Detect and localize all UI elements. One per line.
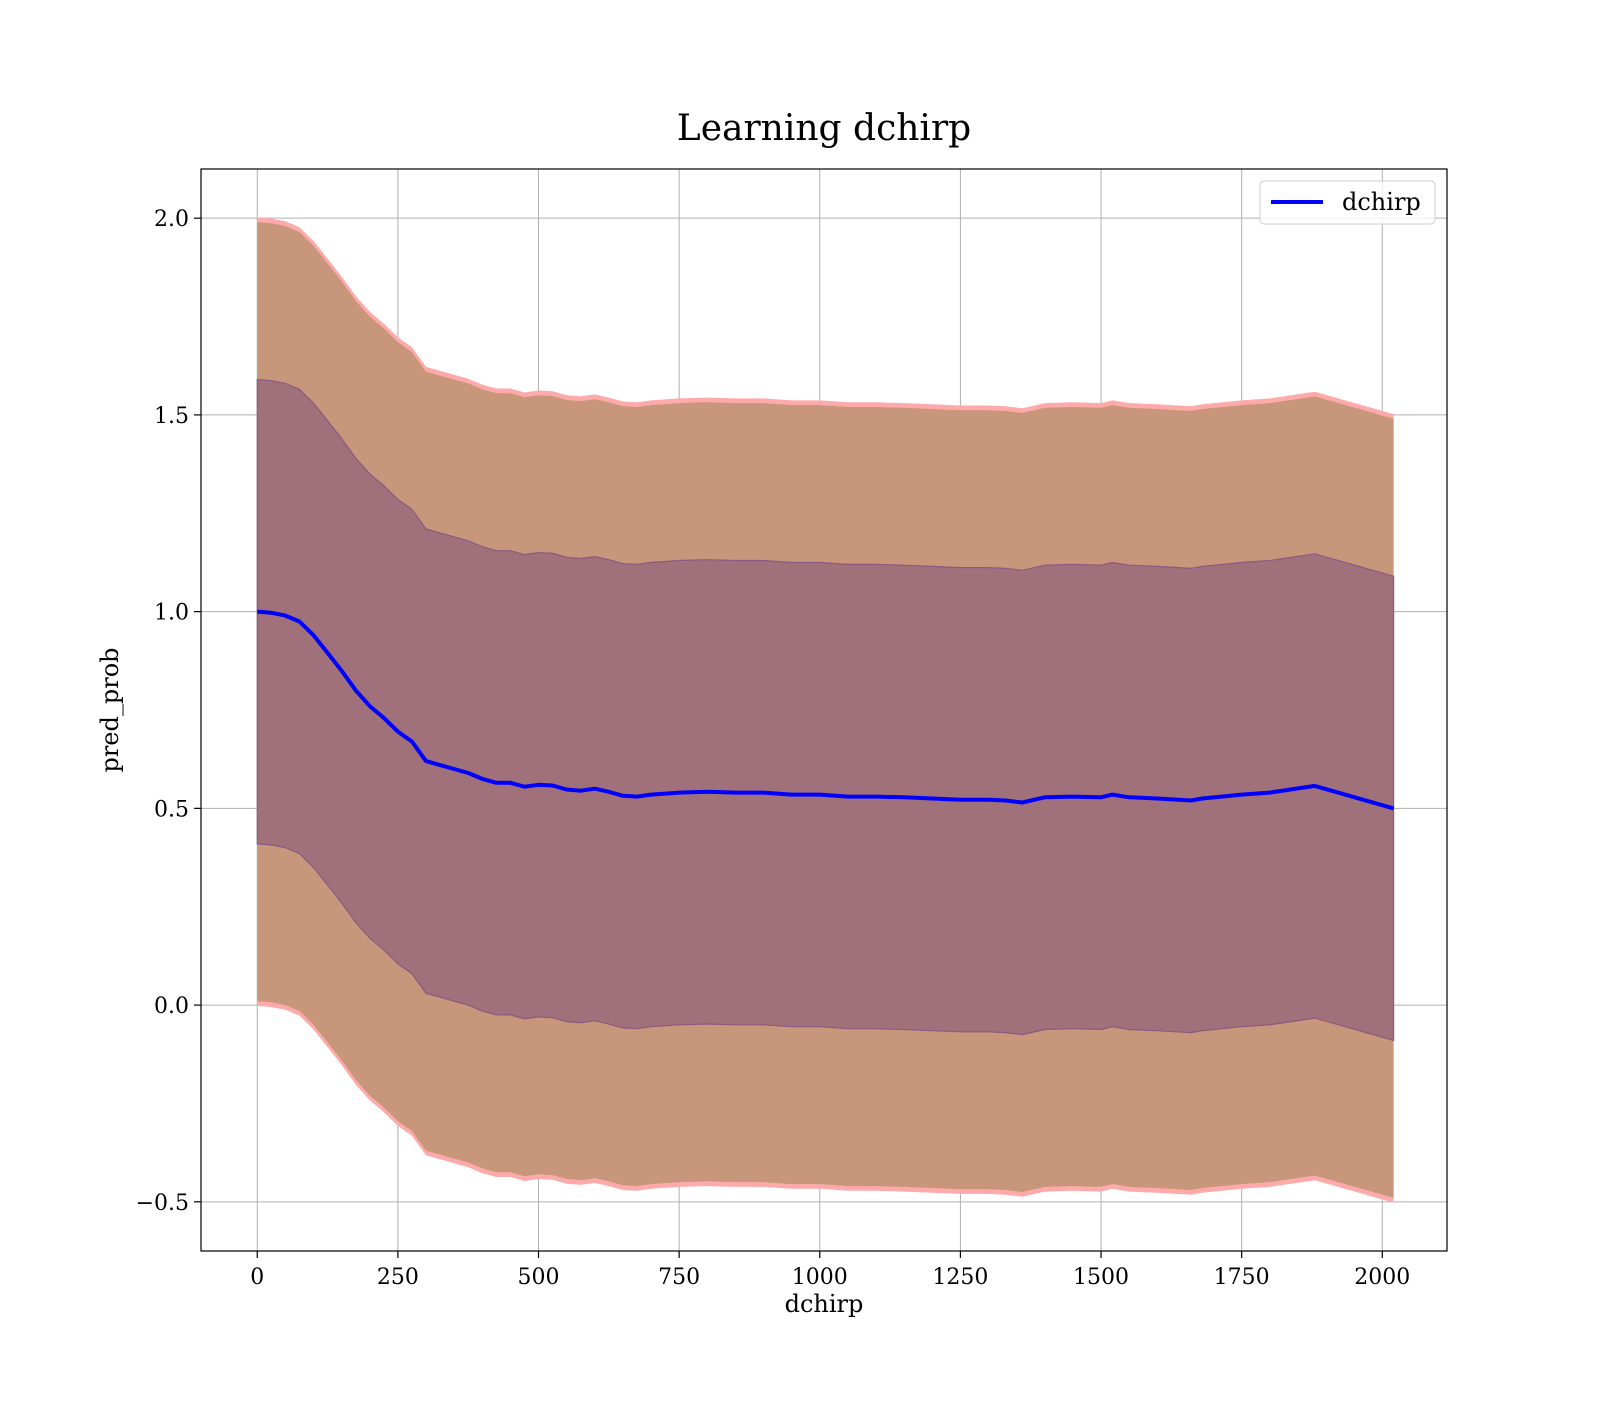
x-tick-label: 1250	[932, 1265, 988, 1290]
y-tick-label: 1.5	[154, 404, 189, 429]
axis-ticks: 0 250 500 750 1000 1250 1500 1750 2000 −0.5 0.0 0.5…	[136, 207, 1411, 1290]
y-tick-label: 0.0	[154, 994, 189, 1019]
series-line-dchirp	[257, 609, 1395, 811]
y-tick-label: 0.5	[154, 797, 189, 822]
legend-box	[1259, 180, 1436, 225]
y-tick-label: 1.0	[154, 601, 189, 626]
x-tick-label: 250	[377, 1265, 419, 1290]
x-axis-label: dchirp	[785, 1290, 864, 1318]
x-tick-label: 1750	[1214, 1265, 1270, 1290]
confidence-bands	[256, 217, 1395, 1203]
y-axis-label: pred_prob	[96, 647, 124, 772]
x-tick-label: 1000	[792, 1265, 848, 1290]
chart-title: Learning dchirp	[677, 108, 971, 149]
y-tick-label: 2.0	[154, 207, 189, 232]
legend-label-dchirp: dchirp	[1342, 188, 1421, 216]
legend: dchirp	[1259, 180, 1436, 225]
x-tick-label: 1500	[1073, 1265, 1129, 1290]
line-layer	[257, 609, 1395, 811]
x-tick-label: 750	[658, 1265, 700, 1290]
y-tick-label: −0.5	[136, 1191, 189, 1216]
x-tick-label: 2000	[1354, 1265, 1410, 1290]
x-tick-label: 0	[250, 1265, 264, 1290]
plot-frame	[200, 168, 1448, 1252]
inner-band	[256, 378, 1395, 1042]
x-tick-label: 500	[518, 1265, 560, 1290]
